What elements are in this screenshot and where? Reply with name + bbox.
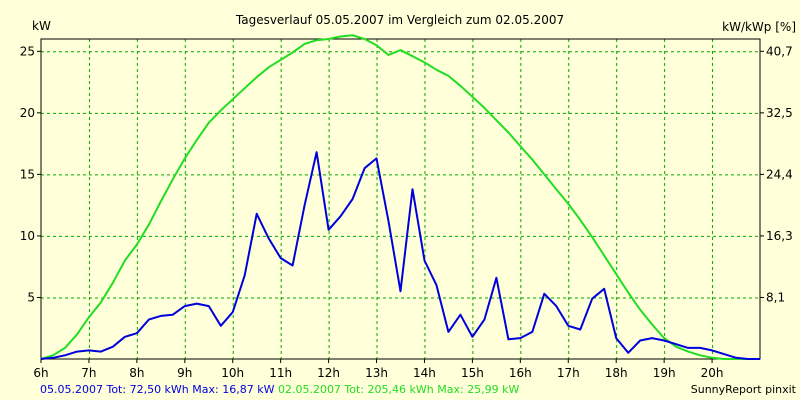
x-tick-label-2: 8h [129, 366, 144, 380]
y-right-tick-label-3: 32,5 [766, 106, 793, 120]
y-left-tick-label-4: 25 [20, 44, 35, 58]
x-tick-label-13: 19h [653, 366, 676, 380]
y-axis-right-ticks: 8,1 16,3 24,4 32,5 40,7 [760, 44, 793, 304]
x-tick-label-1: 7h [81, 366, 96, 380]
series-layer [40, 34, 760, 360]
y-axis-left-label: kW [32, 19, 51, 33]
y-left-tick-label-1: 10 [20, 229, 35, 243]
y-right-tick-label-1: 16,3 [766, 229, 793, 243]
footer-credit: SunnyReport pinxit [691, 383, 797, 396]
legend-entry-0: 05.05.2007 Tot: 72,50 kWh Max: 16,87 kW [40, 383, 278, 396]
x-tick-label-11: 17h [557, 366, 580, 380]
x-tick-label-7: 13h [365, 366, 388, 380]
x-tick-label-0: 6h [33, 366, 48, 380]
chart-title: Tagesverlauf 05.05.2007 im Vergleich zum… [235, 13, 564, 27]
y-right-tick-label-0: 8,1 [766, 290, 785, 304]
legend-entry-1: 02.05.2007 Tot: 205,46 kWh Max: 25,99 kW [278, 383, 520, 396]
x-tick-label-12: 18h [605, 366, 628, 380]
y-axis-left-ticks: 5 10 15 20 25 [20, 44, 41, 304]
y-left-tick-label-3: 20 [20, 106, 35, 120]
y-right-tick-label-4: 40,7 [766, 44, 793, 58]
x-tick-label-9: 15h [461, 366, 484, 380]
y-left-tick-label-2: 15 [20, 167, 35, 181]
y-right-tick-label-2: 24,4 [766, 167, 793, 181]
y-left-tick-label-0: 5 [27, 290, 35, 304]
x-tick-label-5: 11h [269, 366, 292, 380]
legend: 05.05.2007 Tot: 72,50 kWh Max: 16,87 kW … [40, 383, 520, 396]
x-tick-label-10: 16h [509, 366, 532, 380]
plot-frame [40, 38, 761, 360]
x-tick-label-4: 10h [221, 366, 244, 380]
series-line-1 [40, 34, 760, 360]
series-line-0 [40, 151, 760, 360]
x-tick-label-14: 20h [701, 366, 724, 380]
y-axis-right-label: kW/kWp [%] [722, 20, 796, 34]
x-tick-label-3: 9h [177, 366, 192, 380]
x-axis-ticks: 6h 7h 8h 9h 10h 11h 12h 13h 14h 15h 16h 17h 18h 19h 20… [33, 359, 724, 380]
x-tick-label-8: 14h [413, 366, 436, 380]
x-tick-label-6: 12h [317, 366, 340, 380]
